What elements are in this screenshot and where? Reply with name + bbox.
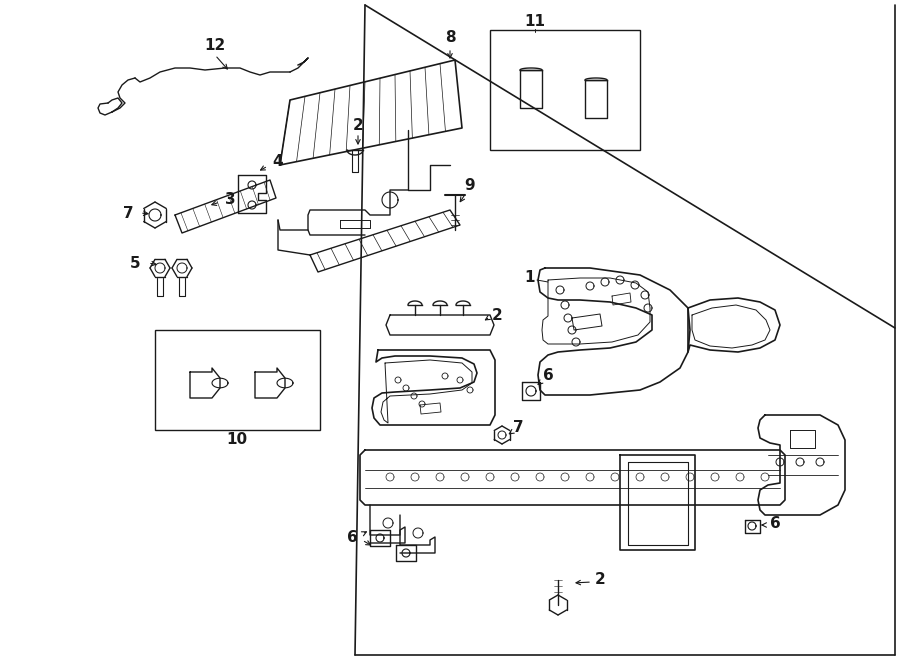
Text: 7: 7 xyxy=(513,420,523,436)
Text: 5: 5 xyxy=(130,256,140,270)
Text: 3: 3 xyxy=(225,192,235,208)
Text: 8: 8 xyxy=(445,30,455,46)
Text: 6: 6 xyxy=(346,531,357,545)
Text: 2: 2 xyxy=(595,572,606,588)
Text: 4: 4 xyxy=(273,155,284,169)
Text: 10: 10 xyxy=(227,432,248,447)
Bar xyxy=(490,30,640,150)
Text: 6: 6 xyxy=(770,516,780,531)
Bar xyxy=(155,330,320,430)
Text: 2: 2 xyxy=(491,307,502,323)
Text: 11: 11 xyxy=(525,15,545,30)
Text: 2: 2 xyxy=(353,118,364,132)
Text: 1: 1 xyxy=(525,270,535,286)
Text: 12: 12 xyxy=(204,38,226,52)
Text: 7: 7 xyxy=(122,206,133,221)
Text: 6: 6 xyxy=(543,368,553,383)
Text: 9: 9 xyxy=(464,178,475,192)
